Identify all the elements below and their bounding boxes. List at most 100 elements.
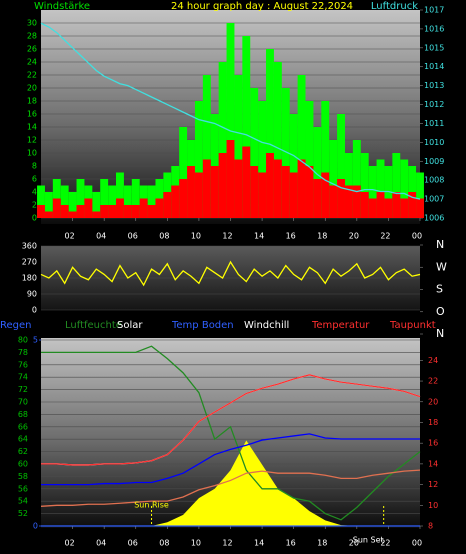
bar bbox=[76, 205, 85, 218]
bar bbox=[92, 211, 101, 218]
bar bbox=[84, 198, 93, 218]
x-tick-label: 18 bbox=[317, 232, 327, 241]
y2-tick-label: N bbox=[436, 238, 444, 251]
y2-tick-label: 24 bbox=[428, 356, 438, 365]
bar bbox=[163, 192, 172, 218]
bar bbox=[305, 166, 314, 218]
y2-tick-label: O bbox=[436, 305, 445, 318]
y-tick-label: 22 bbox=[27, 71, 37, 80]
y3-tick-label: 0 bbox=[33, 522, 38, 531]
legend-entry: Regen bbox=[0, 320, 32, 331]
legend-entry: Solar bbox=[117, 320, 143, 331]
bar bbox=[108, 205, 117, 218]
y-tick-label: 0 bbox=[32, 214, 37, 223]
x-tick-label: 08 bbox=[159, 232, 169, 241]
bar bbox=[210, 166, 219, 218]
y2-tick-label: 1016 bbox=[424, 24, 444, 33]
x-tick-label: 06 bbox=[128, 539, 138, 548]
bar bbox=[400, 198, 409, 218]
bar bbox=[416, 172, 424, 218]
bar bbox=[313, 127, 322, 218]
bar bbox=[376, 192, 385, 218]
y2-tick-label: 14 bbox=[428, 459, 438, 468]
bar bbox=[139, 198, 148, 218]
bar bbox=[368, 166, 377, 218]
bar bbox=[147, 205, 156, 218]
y-tick-label: 2 bbox=[32, 201, 37, 210]
bar bbox=[37, 185, 45, 218]
bar bbox=[329, 140, 338, 218]
series-line bbox=[41, 374, 421, 466]
x-tick-label: 20 bbox=[349, 539, 359, 548]
legend-entry: Luftfeuchte bbox=[65, 320, 122, 331]
bar bbox=[60, 205, 69, 218]
bar bbox=[218, 62, 227, 218]
bar bbox=[202, 159, 211, 218]
bar bbox=[297, 159, 306, 218]
y2-tick-label: 1010 bbox=[424, 138, 444, 147]
y-tick-label: 80 bbox=[18, 336, 28, 345]
bar bbox=[258, 101, 267, 218]
bar bbox=[44, 192, 53, 218]
bar bbox=[60, 185, 69, 218]
bar bbox=[250, 166, 259, 218]
bar bbox=[226, 23, 235, 218]
bar bbox=[147, 185, 156, 218]
bar bbox=[376, 159, 385, 218]
bar bbox=[360, 192, 369, 218]
bar bbox=[202, 75, 211, 218]
y-tick-label: 56 bbox=[18, 484, 28, 493]
y2-tick-label: 1007 bbox=[424, 195, 444, 204]
y-tick-label: 12 bbox=[27, 136, 37, 145]
bar bbox=[352, 140, 361, 218]
y-tick-label: 26 bbox=[27, 45, 37, 54]
bar bbox=[289, 114, 298, 218]
bar bbox=[226, 140, 235, 218]
x-tick-label: 16 bbox=[286, 539, 296, 548]
y-tick-label: 28 bbox=[27, 32, 37, 41]
series-line bbox=[41, 433, 420, 486]
x-tick-label: 12 bbox=[222, 232, 232, 241]
bar bbox=[360, 153, 369, 218]
y-tick-label: 16 bbox=[27, 110, 37, 119]
bar bbox=[313, 179, 322, 218]
y-tick-label: 4 bbox=[32, 188, 37, 197]
series-line bbox=[41, 345, 421, 521]
y-tick-label: 6 bbox=[32, 175, 37, 184]
y-tick-label: 74 bbox=[18, 373, 28, 382]
bar bbox=[297, 75, 306, 218]
bar bbox=[116, 172, 124, 218]
y-tick-label: 68 bbox=[18, 410, 28, 419]
y-tick-label: 54 bbox=[18, 497, 28, 506]
y2-tick-label: 8 bbox=[428, 522, 433, 531]
y-tick-label: 78 bbox=[18, 348, 28, 357]
legend-entry: Taupunkt bbox=[389, 320, 436, 331]
y2-tick-label: 18 bbox=[428, 418, 438, 427]
y2-tick-label: 1012 bbox=[424, 100, 444, 109]
y3-tick-label: 5 bbox=[33, 336, 38, 345]
bar bbox=[337, 179, 345, 218]
bar bbox=[321, 172, 330, 218]
x-tick-label: 04 bbox=[96, 232, 106, 241]
bar bbox=[44, 211, 53, 218]
y2-tick-label: S bbox=[436, 283, 443, 296]
y2-tick-label: 20 bbox=[428, 397, 438, 406]
bar bbox=[344, 185, 353, 218]
x-tick-label: 00 bbox=[412, 539, 422, 548]
bar bbox=[187, 166, 195, 218]
y2-tick-label: 1008 bbox=[424, 176, 444, 185]
y-tick-label: 10 bbox=[27, 149, 37, 158]
bar bbox=[392, 192, 401, 218]
y-tick-label: 24 bbox=[27, 58, 37, 67]
x-tick-label: 14 bbox=[254, 539, 264, 548]
y-tick-label: 0 bbox=[32, 306, 37, 315]
y2-tick-label: 1009 bbox=[424, 157, 444, 166]
series-area bbox=[41, 440, 420, 526]
legend-entry: Temp Boden bbox=[171, 320, 234, 331]
y-tick-label: 70 bbox=[18, 398, 28, 407]
bar bbox=[329, 185, 338, 218]
legend-entry: Windchill bbox=[244, 320, 289, 331]
y2-tick-label: 16 bbox=[428, 439, 438, 448]
y-tick-label: 20 bbox=[27, 84, 37, 93]
